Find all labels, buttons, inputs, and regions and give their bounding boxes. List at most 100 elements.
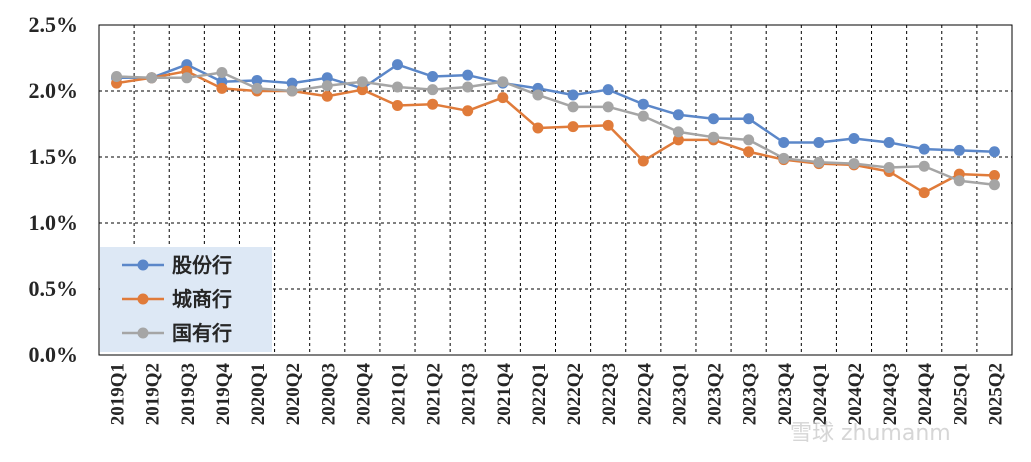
data-point	[883, 162, 895, 174]
legend-marker	[137, 327, 149, 339]
series-line	[116, 69, 995, 194]
x-tick-label: 2019Q3	[178, 363, 199, 425]
series-line	[116, 63, 995, 153]
x-tick-label: 2024Q1	[810, 363, 831, 425]
data-point	[672, 126, 684, 138]
y-tick-label: 2.5%	[29, 12, 79, 37]
y-tick-label: 0.0%	[29, 342, 79, 367]
data-point	[988, 179, 1000, 191]
data-point	[637, 110, 649, 122]
x-tick-label: 2024Q4	[915, 363, 936, 426]
x-tick-label: 2021Q1	[388, 363, 409, 425]
data-point	[532, 89, 544, 101]
data-point	[918, 160, 930, 172]
x-tick-label: 2020Q4	[353, 363, 374, 426]
data-point	[743, 146, 755, 158]
legend-label: 城商行	[172, 287, 232, 311]
plot-border	[98, 24, 1013, 356]
data-point	[988, 146, 1000, 158]
y-tick-label: 0.5%	[29, 276, 79, 301]
data-point	[988, 169, 1000, 181]
data-point	[602, 84, 614, 96]
legend-item: 国有行	[122, 321, 232, 345]
x-tick-label: 2019Q4	[213, 363, 234, 426]
series-layer	[111, 59, 1000, 199]
x-tick-label: 2024Q2	[845, 363, 866, 425]
x-tick-label: 2020Q3	[318, 363, 339, 425]
x-tick-label: 2022Q4	[634, 363, 655, 426]
data-point	[462, 105, 474, 117]
x-tick-label: 2022Q1	[529, 363, 550, 425]
data-point	[391, 81, 403, 93]
data-point	[813, 136, 825, 148]
data-point	[672, 109, 684, 121]
data-point	[146, 72, 158, 84]
data-point	[848, 158, 860, 170]
x-tick-label: 2020Q1	[248, 363, 269, 425]
data-point	[743, 134, 755, 146]
watermark-text: 雪球 zhumanm	[790, 421, 951, 446]
legend-label: 股份行	[172, 253, 232, 277]
legend-marker	[137, 259, 149, 271]
data-point	[321, 72, 333, 84]
x-tick-label: 2021Q4	[494, 363, 515, 426]
y-tick-label: 2.0%	[29, 78, 79, 103]
x-tick-label: 2024Q3	[880, 363, 901, 425]
data-point	[391, 59, 403, 71]
data-point	[672, 134, 684, 146]
data-point	[708, 113, 720, 125]
data-point	[251, 82, 263, 94]
data-point	[778, 152, 790, 164]
data-point	[813, 156, 825, 168]
x-tick-label: 2025Q2	[985, 363, 1006, 425]
data-point	[286, 85, 298, 97]
y-tick-label: 1.5%	[29, 144, 79, 169]
y-tick-label: 1.0%	[29, 210, 79, 235]
x-tick-label: 2020Q2	[283, 363, 304, 425]
x-tick-label: 2021Q3	[459, 363, 480, 425]
data-point	[637, 98, 649, 110]
legend-marker	[137, 293, 149, 305]
x-tick-label: 2022Q2	[564, 363, 585, 425]
data-point	[883, 136, 895, 148]
data-point	[532, 122, 544, 134]
data-point	[216, 82, 228, 94]
x-tick-label: 2023Q1	[669, 363, 690, 425]
data-point	[953, 175, 965, 187]
data-point	[637, 155, 649, 167]
data-point	[708, 131, 720, 143]
x-tick-label: 2023Q2	[705, 363, 726, 425]
data-point	[778, 136, 790, 148]
series-line	[116, 71, 995, 186]
data-point	[497, 76, 509, 88]
data-point	[356, 76, 368, 88]
legend-item: 城商行	[122, 287, 232, 311]
data-point	[321, 90, 333, 102]
data-point	[918, 187, 930, 199]
x-tick-label: 2023Q3	[740, 363, 761, 425]
x-tick-label: 2025Q1	[950, 363, 971, 425]
data-point	[391, 100, 403, 112]
data-point	[356, 84, 368, 96]
data-point	[567, 101, 579, 113]
x-tick-label: 2023Q4	[775, 363, 796, 426]
x-tick-label: 2019Q2	[143, 363, 164, 425]
data-point	[743, 113, 755, 125]
data-point	[427, 84, 439, 96]
data-point	[567, 89, 579, 101]
data-point	[953, 144, 965, 156]
data-point	[497, 92, 509, 104]
data-point	[111, 70, 123, 82]
data-point	[602, 101, 614, 113]
data-point	[427, 98, 439, 110]
data-point	[918, 143, 930, 155]
data-point	[216, 67, 228, 79]
y-axis: 0.0% 0.5% 1.0% 1.5% 2.0% 2.5%	[29, 12, 79, 367]
legend-label: 国有行	[172, 321, 232, 345]
x-axis: 2019Q1 2019Q2 2019Q3 2019Q4 2020Q1 2020Q2 2020…	[108, 363, 1007, 426]
data-point	[321, 80, 333, 92]
x-tick-label: 2019Q1	[108, 363, 129, 425]
x-tick-label: 2021Q2	[424, 363, 445, 425]
